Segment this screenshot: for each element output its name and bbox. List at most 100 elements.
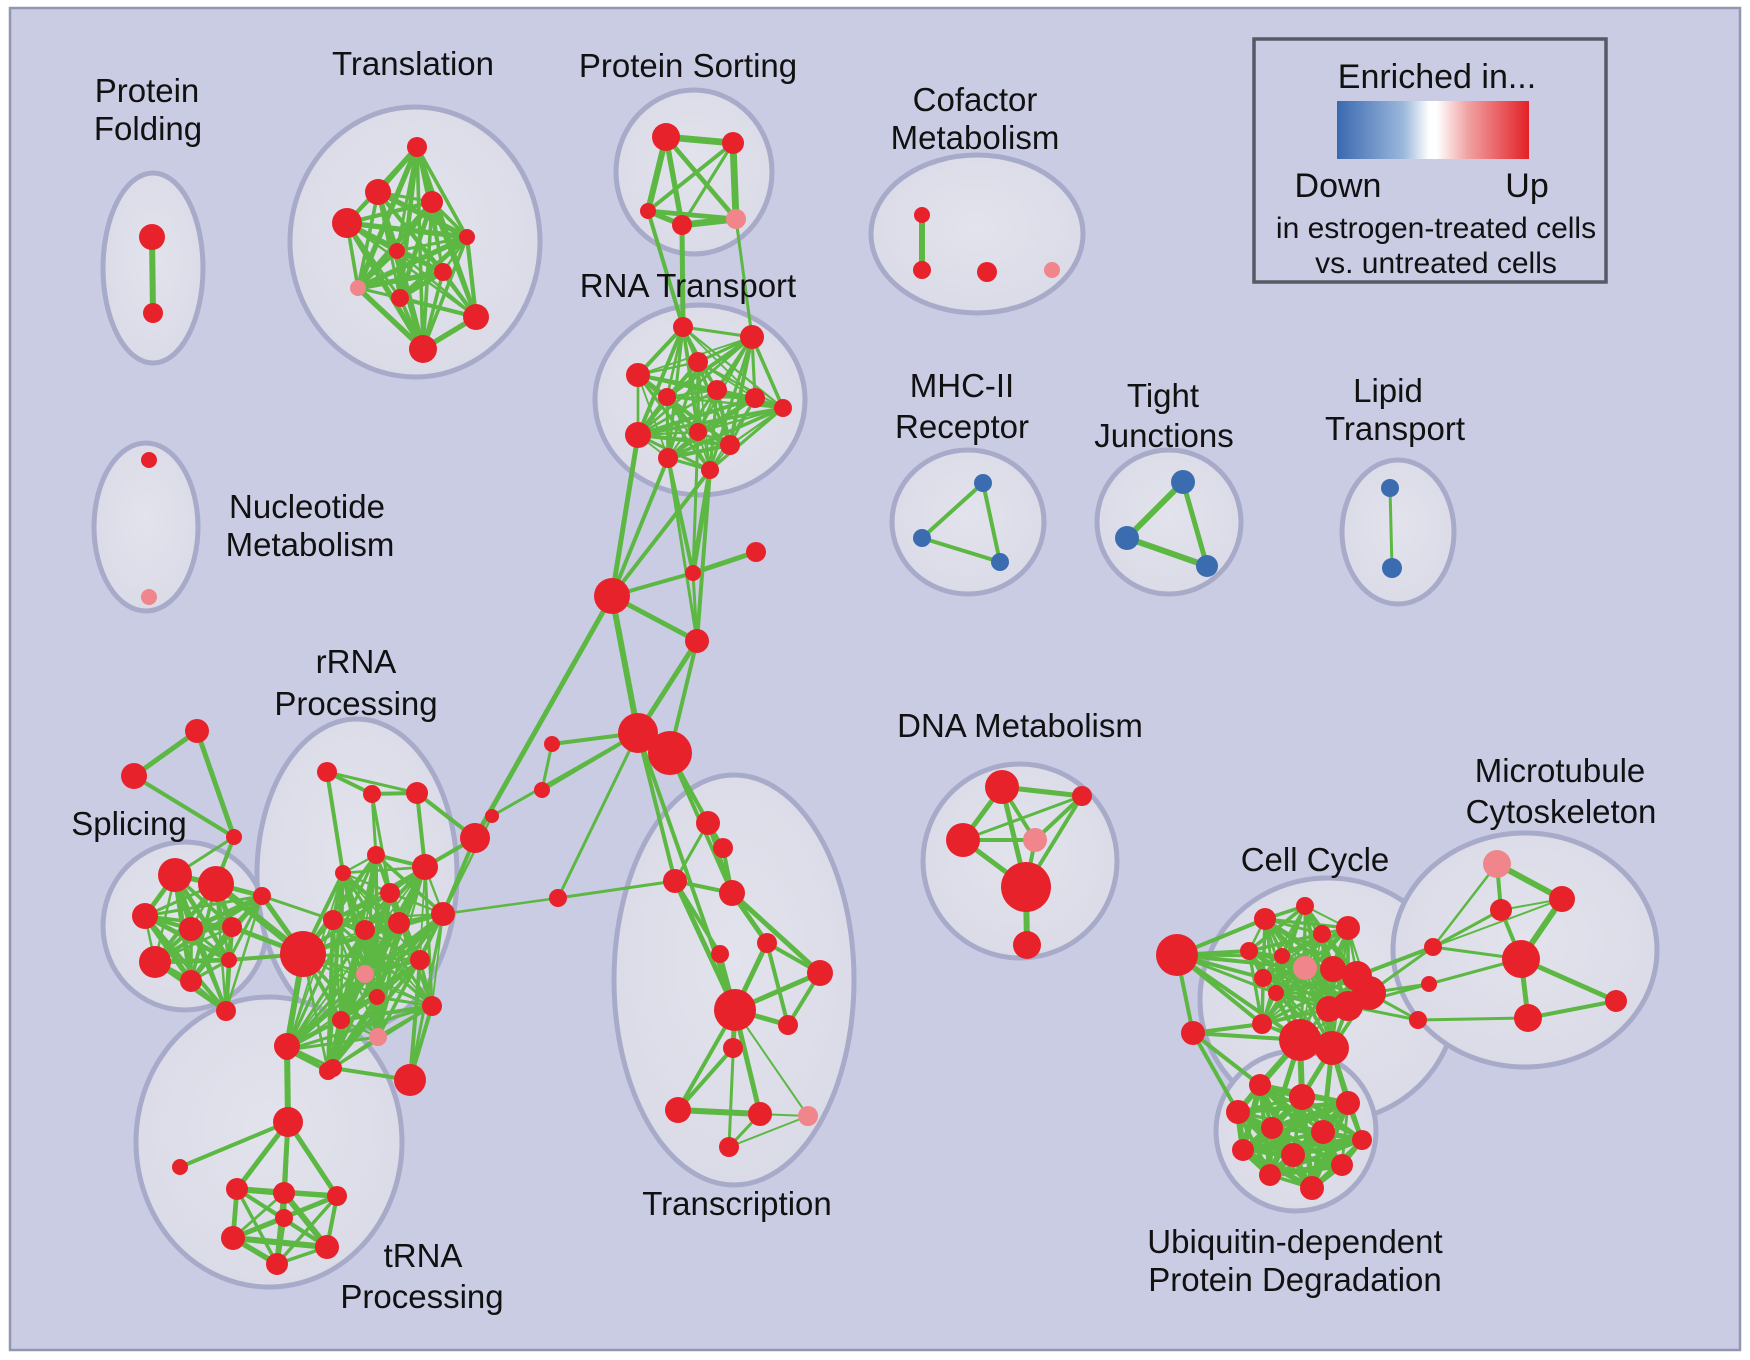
node-r13-up [332, 1011, 350, 1029]
node-s3-up [132, 903, 158, 929]
legend: Enriched in... Down Up in estrogen-treated … [1252, 37, 1608, 284]
edge [464, 234, 479, 320]
node-h5-up [315, 1235, 339, 1259]
edge [356, 190, 380, 290]
node-c6-up [485, 809, 499, 823]
edge [1124, 479, 1186, 541]
node-t2-up [365, 179, 391, 205]
node-s9-up [221, 952, 237, 968]
node-r6-up [355, 920, 375, 940]
cluster-label: Cofactor [913, 81, 1038, 118]
cluster-label: Junctions [1094, 417, 1233, 454]
node-pf2-up [143, 303, 163, 323]
edge [636, 731, 737, 1012]
cluster-label: MHC-II [910, 367, 1014, 404]
node-nm1-up [141, 452, 157, 468]
node-c3-up [685, 629, 709, 653]
edge [331, 865, 427, 922]
node-x2-up [121, 763, 147, 789]
node-h3-up [327, 1186, 347, 1206]
node-s4-up [179, 917, 203, 941]
edge [556, 879, 677, 900]
edge [981, 481, 1002, 564]
node-rt7-up [745, 388, 765, 408]
cluster-label: tRNA [384, 1237, 463, 1274]
cluster-ellipse-lipid-transport [1339, 457, 1457, 607]
edge [132, 774, 236, 839]
node-u2-up [1289, 1084, 1315, 1110]
edge [421, 235, 469, 351]
node-ps5-up-weak [726, 209, 746, 229]
node-t7-up [434, 263, 452, 281]
node-tx7-up [711, 945, 729, 963]
edge [961, 794, 1084, 842]
edge [729, 139, 740, 223]
node-cc9-up-weak [1293, 956, 1317, 980]
edge [636, 433, 732, 447]
node-dbB-up [648, 731, 692, 775]
edge [286, 919, 334, 1051]
node-r21-up [460, 823, 490, 853]
node-dn6-up [1013, 931, 1041, 959]
edge [646, 141, 735, 213]
edge [490, 731, 640, 818]
node-tlf-up [172, 1159, 188, 1175]
node-m1-down [974, 474, 992, 492]
node-cm3-up [977, 262, 997, 282]
edge [610, 468, 712, 598]
edge [285, 928, 367, 1052]
edge [666, 443, 732, 460]
cluster-label: Lipid [1353, 372, 1423, 409]
edge [331, 853, 378, 922]
cluster-label: Microtubule [1475, 752, 1646, 789]
node-cm4-up-weak [1044, 262, 1060, 278]
cluster-ellipse-nucleotide-metabolism [91, 440, 201, 614]
node-cc12-up [1268, 985, 1284, 1001]
node-r14-up-weak [369, 1028, 387, 1046]
node-tx2-up [713, 838, 733, 858]
node-r5-up [323, 910, 343, 930]
node-dn3-up [946, 823, 980, 857]
node-rt13-up [701, 461, 719, 479]
node-nm2-up-weak [141, 589, 157, 605]
cluster-label: Cytoskeleton [1466, 793, 1657, 830]
node-x3-up [226, 829, 242, 845]
edge [178, 1120, 290, 1169]
legend-gradient-bar [1337, 101, 1529, 159]
node-dn4-up-weak [1023, 828, 1047, 852]
edge [1247, 904, 1307, 953]
node-r12-up [422, 996, 442, 1016]
node-cc4-up [1296, 897, 1314, 915]
node-tx3-up [663, 869, 687, 893]
node-mt1-up [1549, 886, 1575, 912]
cluster-label: Metabolism [226, 526, 395, 563]
cluster-label: rRNA [316, 643, 397, 680]
edge [370, 792, 392, 895]
legend-box [1252, 37, 1608, 284]
node-bn3-up [1409, 1011, 1427, 1029]
node-cc5-up [1336, 916, 1360, 940]
legend-down-label: Down [1295, 167, 1382, 205]
edge [676, 1046, 735, 1112]
edge [691, 430, 700, 575]
node-tx1-up [696, 811, 720, 835]
node-bl2-up [1315, 1031, 1349, 1065]
edge [355, 285, 426, 352]
node-cm1-up [914, 207, 930, 223]
node-tx6-up [807, 960, 833, 986]
edge [734, 1009, 809, 1117]
cluster-ellipse-mhc-ii-receptor [889, 447, 1047, 597]
edge [345, 221, 478, 319]
node-rt2-up [626, 363, 650, 387]
node-dn1-up [985, 770, 1019, 804]
node-s10-up [216, 1001, 236, 1021]
edge [408, 912, 445, 1082]
node-r9-up [410, 950, 430, 970]
node-s7-up [139, 946, 171, 978]
node-cc3-up [1254, 908, 1276, 930]
edge [708, 406, 785, 472]
node-thb-up [273, 1107, 303, 1137]
node-t4-up [332, 208, 362, 238]
edge [472, 593, 615, 841]
node-t1-up [407, 137, 427, 157]
